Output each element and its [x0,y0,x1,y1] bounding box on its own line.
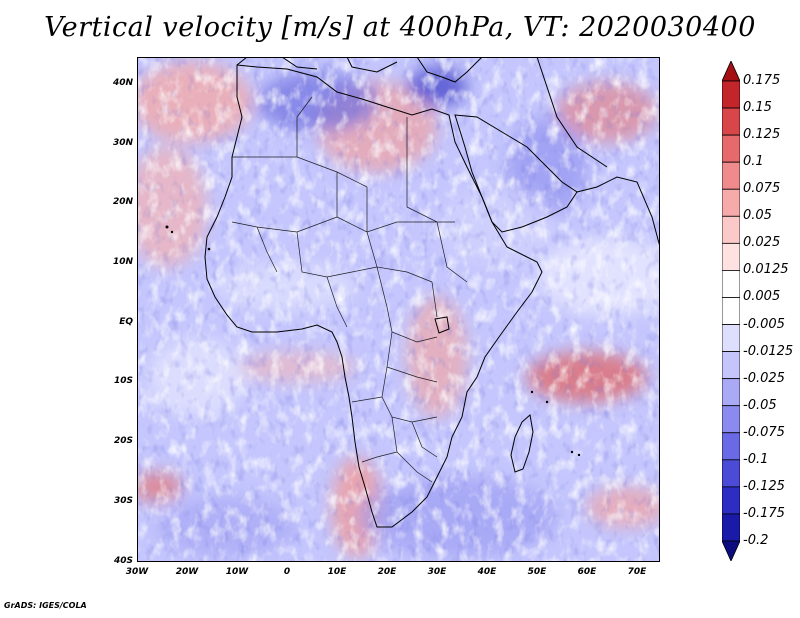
colorbar-label: 0.075 [743,181,781,197]
lat-tick: 20S [113,436,133,446]
coastlines [204,57,660,528]
colorbar-label: -0.025 [743,370,785,386]
colorbar-label: 0.1 [743,154,764,170]
colorbar-bin [722,215,740,244]
lon-tick: 0 [283,567,291,577]
lat-tick: 10N [112,257,133,267]
lat-tick: 30N [112,138,133,148]
lon-tick: 30W [125,567,149,577]
colorbar-label: -0.075 [743,424,785,440]
lat-tick: 30S [113,496,133,506]
lat-tick: 40S [113,556,133,566]
colorbar-label: -0.125 [743,478,785,494]
lon-tick: 60E [577,567,597,577]
colorbar-bin [722,486,740,515]
lat-tick: 40N [112,78,133,88]
colorbar-bin [722,432,740,461]
lon-tick: 40E [477,567,497,577]
colorbar-label: -0.0125 [743,343,794,359]
colorbar-bin [722,161,740,190]
colorbar-min-arrow [722,540,740,561]
colorbar-label: -0.05 [743,397,777,413]
africa-coastline [204,64,543,528]
asia-coastline [536,57,660,248]
colorbar-label: -0.1 [743,451,769,467]
arabia-coastline [454,114,578,233]
colorbar-bin [722,297,740,325]
colorbar-bin [722,270,740,298]
field-texture-light [137,57,660,562]
colorbar-label: 0.005 [743,289,781,305]
lat-tick: 20N [112,197,133,207]
colorbar-label: -0.005 [743,316,785,332]
lat-tick: EQ [119,317,133,327]
lon-tick: 10W [225,567,249,577]
colorbar-label: 0.0125 [743,262,789,278]
colorbar-bin [722,405,740,434]
colorbar-bin [722,188,740,217]
islands [165,225,581,457]
europe-coastline [236,57,483,83]
lon-tick: 30E [427,567,447,577]
madagascar-coastline [510,414,534,473]
colorbar-bin [722,242,740,271]
map-plot-area [137,57,660,562]
colorbar-label: 0.05 [743,208,772,224]
colorbar-bin [722,351,740,380]
lake-victoria [434,316,450,334]
colorbar-bin [722,80,740,109]
colorbar-bin [722,324,740,352]
colorbar-label: -0.175 [743,505,785,521]
colorbar-bin [722,459,740,488]
colorbar-bin [722,378,740,407]
colorbar-label: 0.025 [743,235,781,251]
map-title: Vertical velocity [m/s] at 400hPa, VT: 2… [44,12,756,43]
lon-tick: 20E [377,567,397,577]
colorbar-bin [722,134,740,163]
colorbar-label: 0.125 [743,127,781,143]
lon-tick: 70E [627,567,647,577]
colorbar-label: 0.15 [743,100,772,116]
colorbar-bin [722,513,740,542]
lon-tick: 10E [327,567,347,577]
velocity-field [137,57,660,562]
credit-text: GrADS: IGES/COLA [4,601,87,610]
colorbar [722,61,740,561]
colorbar-bin [722,107,740,136]
colorbar-label: -0.2 [743,533,769,548]
colorbar-label: 0.175 [743,73,781,88]
country-borders [231,96,468,483]
lat-tick: 10S [113,376,133,386]
lon-tick: 20W [175,567,199,577]
lon-tick: 50E [527,567,547,577]
colorbar-max-arrow [722,61,740,82]
